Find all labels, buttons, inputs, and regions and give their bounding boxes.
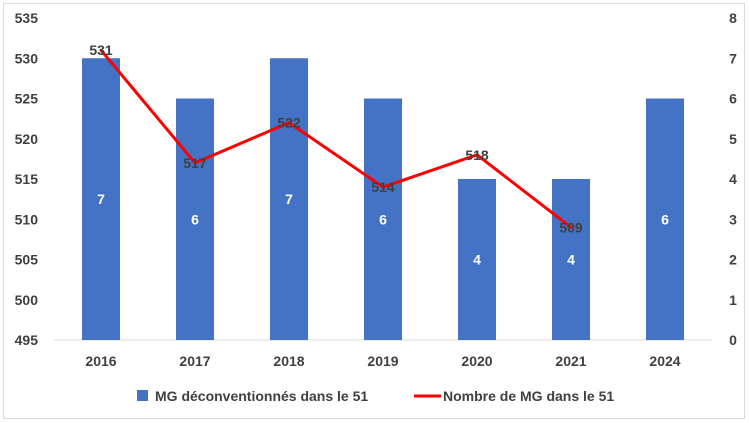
right-tick-label-2: 2 xyxy=(729,252,737,268)
x-tick-label-2021: 2021 xyxy=(555,353,586,369)
x-tick-label-2019: 2019 xyxy=(367,353,398,369)
legend-swatch-bars xyxy=(137,390,148,401)
bar-label-2020: 4 xyxy=(473,252,481,268)
line-label-2017: 517 xyxy=(183,155,207,171)
chart-area xyxy=(3,3,745,419)
bar-2024 xyxy=(646,98,684,340)
bar-2018 xyxy=(270,58,308,340)
right-tick-label-7: 7 xyxy=(729,50,737,66)
left-tick-label-535: 535 xyxy=(15,10,39,26)
line-label-2018: 522 xyxy=(277,115,301,131)
right-tick-label-8: 8 xyxy=(729,10,737,26)
legend-label-line: Nombre de MG dans le 51 xyxy=(443,388,614,404)
line-label-2016: 531 xyxy=(89,42,113,58)
right-tick-label-0: 0 xyxy=(729,332,737,348)
legend: MG déconventionnés dans le 51 Nombre de M… xyxy=(137,388,614,404)
x-tick-label-2016: 2016 xyxy=(85,353,116,369)
line-data-labels: 531 517 522 514 518 509 xyxy=(89,42,583,235)
bar-2017 xyxy=(176,98,214,340)
line-point-2016 xyxy=(99,48,103,52)
x-tick-label-2018: 2018 xyxy=(273,353,304,369)
right-axis-ticks: 0 1 2 3 4 5 6 7 8 xyxy=(729,10,737,348)
line-point-2019 xyxy=(381,185,385,189)
bar-label-2018: 7 xyxy=(285,191,293,207)
left-tick-label-530: 530 xyxy=(15,50,39,66)
line-point-2021 xyxy=(569,225,573,229)
bar-label-2017: 6 xyxy=(191,211,199,227)
x-axis-ticks: 2016 2017 2018 2019 2020 2021 2024 xyxy=(85,353,680,369)
line-point-2018 xyxy=(287,121,291,125)
bar-label-2021: 4 xyxy=(567,252,575,268)
bar-label-2019: 6 xyxy=(379,211,387,227)
line-point-2020 xyxy=(475,153,479,157)
bar-2019 xyxy=(364,98,402,340)
x-tick-label-2017: 2017 xyxy=(179,353,210,369)
line-point-2017 xyxy=(193,161,197,165)
right-tick-label-5: 5 xyxy=(729,131,737,147)
x-tick-label-2024: 2024 xyxy=(649,353,680,369)
line-nombre-mg xyxy=(99,49,572,229)
left-tick-label-500: 500 xyxy=(15,292,39,308)
left-tick-label-525: 525 xyxy=(15,91,39,107)
left-tick-label-510: 510 xyxy=(15,211,39,227)
line-label-2019: 514 xyxy=(371,179,395,195)
right-tick-label-6: 6 xyxy=(729,91,737,107)
line-label-2021: 509 xyxy=(559,219,583,235)
left-tick-label-505: 505 xyxy=(15,252,39,268)
bar-2020 xyxy=(458,179,496,340)
x-tick-label-2020: 2020 xyxy=(461,353,492,369)
left-tick-label-520: 520 xyxy=(15,131,39,147)
line-label-2020: 518 xyxy=(465,147,489,163)
legend-label-bars: MG déconventionnés dans le 51 xyxy=(155,388,368,404)
left-tick-label-495: 495 xyxy=(15,332,39,348)
right-tick-label-1: 1 xyxy=(729,292,737,308)
bar-2016 xyxy=(82,58,120,340)
line-series xyxy=(99,48,573,229)
left-axis-ticks: 495 500 505 510 515 520 525 530 535 xyxy=(15,10,39,348)
bar-data-labels: 7 6 7 6 4 4 6 xyxy=(97,191,669,267)
bar-label-2016: 7 xyxy=(97,191,105,207)
bar-label-2024: 6 xyxy=(661,211,669,227)
right-tick-label-3: 3 xyxy=(729,211,737,227)
left-tick-label-515: 515 xyxy=(15,171,39,187)
bar-2021 xyxy=(552,179,590,340)
right-tick-label-4: 4 xyxy=(729,171,737,187)
bar-series xyxy=(82,58,684,340)
